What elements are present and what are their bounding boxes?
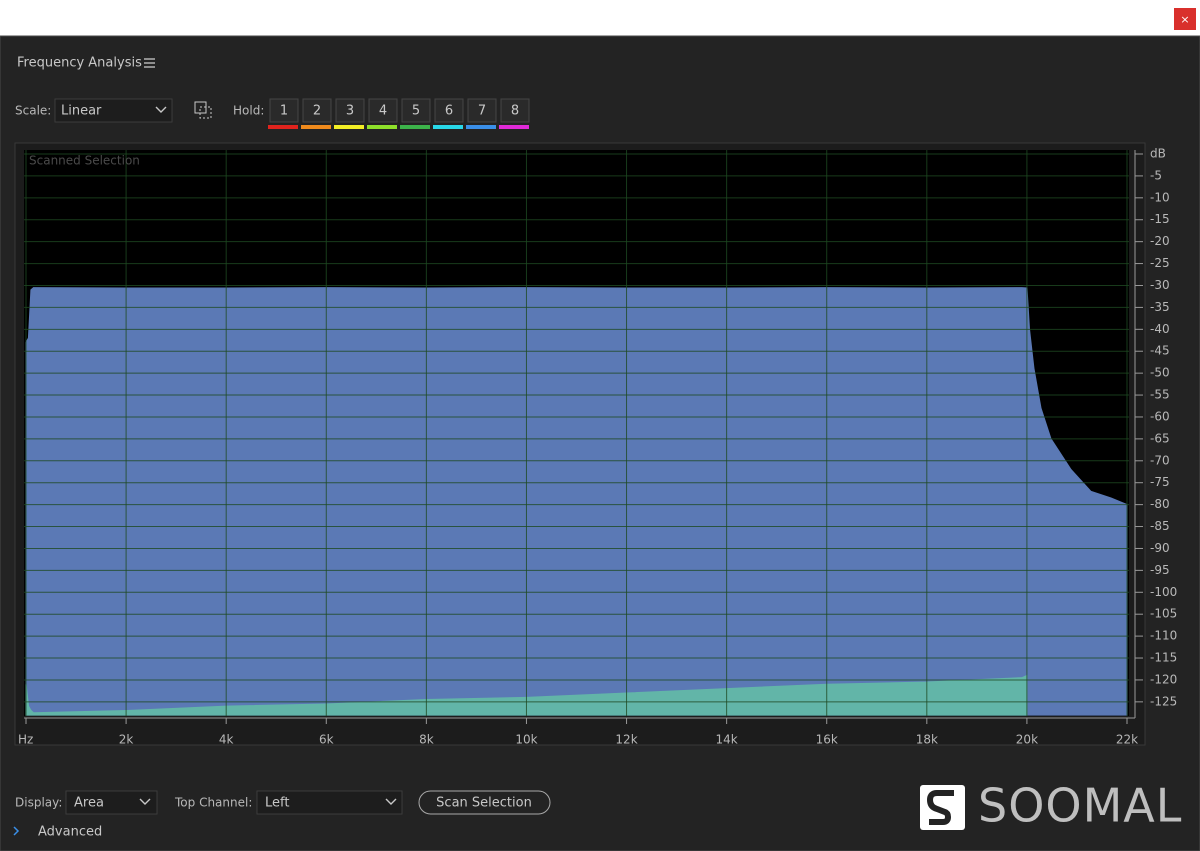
hold-color [499, 125, 529, 129]
hold-color [301, 125, 331, 129]
y-tick-label: -90 [1150, 541, 1170, 555]
x-tick-label: 6k [319, 733, 334, 747]
y-tick-label: -115 [1150, 651, 1177, 665]
y-tick-label: -80 [1150, 497, 1170, 511]
hold-button[interactable] [269, 98, 299, 123]
hold-button[interactable] [401, 98, 431, 123]
scale-dropdown[interactable] [54, 98, 173, 123]
x-tick-label: 22k [1116, 733, 1138, 747]
y-tick-label: -10 [1150, 190, 1170, 204]
y-tick-label: -60 [1150, 409, 1170, 423]
hold-button-label[interactable]: 1 [280, 104, 288, 119]
advanced-toggle[interactable]: Advanced [38, 825, 102, 840]
hold-button[interactable] [434, 98, 464, 123]
advanced-chevron[interactable] [13, 826, 20, 836]
hold-button[interactable] [368, 98, 398, 123]
y-tick-label: dB [1150, 147, 1166, 161]
hold-button-label[interactable]: 6 [445, 104, 453, 119]
top-channel-label: Top Channel: [174, 796, 252, 810]
dropdown-arrow[interactable] [139, 798, 151, 805]
hold-button-label[interactable]: 5 [412, 104, 420, 119]
hold-button[interactable] [500, 98, 530, 123]
spectrum-area [25, 287, 1128, 716]
x-tick-label: 10k [515, 733, 537, 747]
hold-color [334, 125, 364, 129]
y-tick-label: -75 [1150, 475, 1170, 489]
close-button[interactable] [1174, 8, 1196, 30]
dropdown-arrow[interactable] [385, 798, 397, 805]
y-tick-label: -5 [1150, 168, 1162, 182]
display-dropdown[interactable] [65, 790, 158, 815]
y-tick-label: -125 [1150, 694, 1177, 708]
chart-annotation: Scanned Selection [29, 154, 140, 168]
y-tick-label: -120 [1150, 672, 1177, 686]
scan-selection-text[interactable]: Scan Selection [436, 796, 532, 811]
hold-color [367, 125, 397, 129]
x-tick-label: 18k [916, 733, 938, 747]
x-tick-label: 2k [119, 733, 134, 747]
panel-title: Frequency Analysis [17, 56, 142, 71]
y-tick-label: -20 [1150, 234, 1170, 248]
y-tick-label: -95 [1150, 563, 1170, 577]
x-tick-label: 14k [716, 733, 738, 747]
hold-button[interactable] [335, 98, 365, 123]
scale-label: Scale: [15, 104, 51, 118]
top-channel-value[interactable]: Left [265, 796, 289, 811]
y-tick-label: -35 [1150, 300, 1170, 314]
y-tick-label: -110 [1150, 629, 1177, 643]
scan-selection-button[interactable] [418, 790, 551, 815]
logo-glyph [926, 790, 954, 825]
panel-menu[interactable] [144, 58, 155, 68]
x-tick-label: 16k [816, 733, 838, 747]
scale-value[interactable]: Linear [61, 104, 102, 119]
overlay-icon[interactable] [194, 101, 212, 119]
display-label: Display: [15, 796, 62, 810]
y-tick-label: -45 [1150, 344, 1170, 358]
y-tick-label: -100 [1150, 585, 1177, 599]
hold-color [268, 125, 298, 129]
display-value[interactable]: Area [74, 796, 104, 811]
watermark: SOOMAL [978, 779, 1182, 833]
hold-label: Hold: [233, 104, 264, 118]
hold-button-label[interactable]: 3 [346, 104, 354, 119]
y-tick-label: -70 [1150, 453, 1170, 467]
y-tick-label: -50 [1150, 366, 1170, 380]
close-icon[interactable]: × [1180, 13, 1189, 26]
y-tick-label: -15 [1150, 212, 1170, 226]
hold-button-label[interactable]: 8 [511, 104, 519, 119]
window-titlebar [0, 0, 1200, 36]
x-tick-label: 4k [219, 733, 234, 747]
y-tick-label: -25 [1150, 256, 1170, 270]
hold-button[interactable] [467, 98, 497, 123]
y-tick-label: -105 [1150, 607, 1177, 621]
hold-button[interactable] [302, 98, 332, 123]
hold-button-label[interactable]: 7 [478, 104, 486, 119]
x-tick-label: 8k [419, 733, 434, 747]
x-tick-label: 12k [615, 733, 637, 747]
x-tick-label: 20k [1016, 733, 1038, 747]
hold-color [433, 125, 463, 129]
y-tick-label: -85 [1150, 519, 1170, 533]
hold-button-label[interactable]: 2 [313, 104, 321, 119]
hold-color [466, 125, 496, 129]
hold-color [400, 125, 430, 129]
hold-button-label[interactable]: 4 [379, 104, 387, 119]
spectrum-area [25, 674, 1028, 716]
y-tick-label: -55 [1150, 388, 1170, 402]
y-tick-label: -65 [1150, 431, 1170, 445]
top-channel-dropdown[interactable] [256, 790, 403, 815]
dropdown-arrow[interactable] [155, 106, 167, 113]
icon-square[interactable] [199, 106, 212, 119]
y-tick-label: -40 [1150, 322, 1170, 336]
y-tick-label: -30 [1150, 278, 1170, 292]
x-tick-label: Hz [18, 733, 33, 747]
